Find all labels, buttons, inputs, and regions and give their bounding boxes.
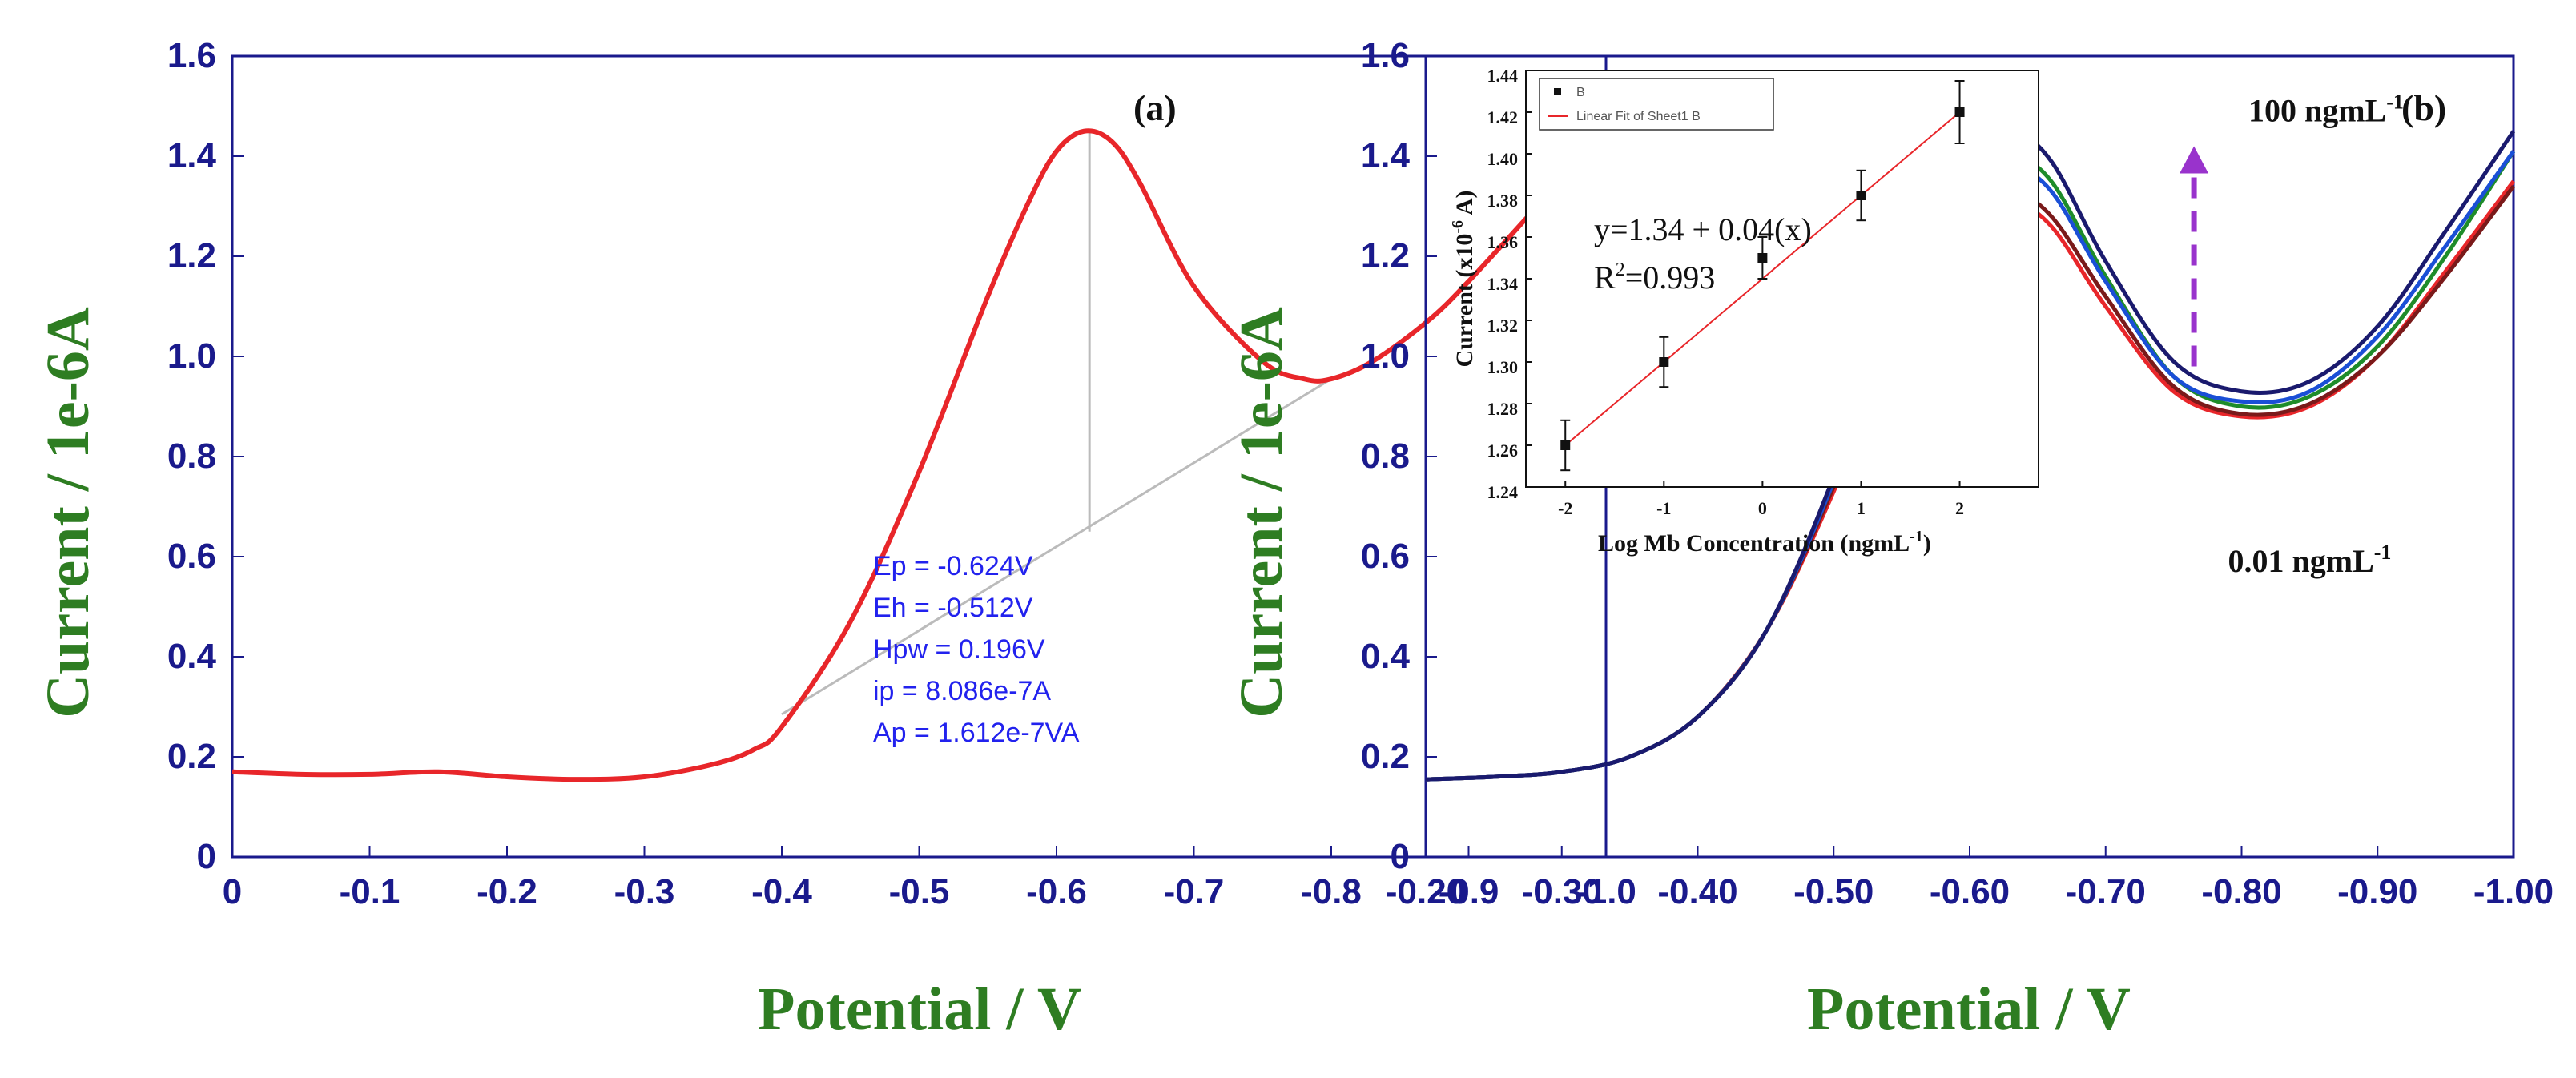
series-a <box>231 128 1608 782</box>
b-y-tick-label-7: 1.4 <box>1361 136 1411 175</box>
a-x-tick-label-10: -1.0 <box>1576 872 1636 911</box>
x-axis-title-b: Potential / V <box>1807 975 2131 1043</box>
series-line-a-0 <box>231 128 1608 782</box>
x-axis-title-a: Potential / V <box>758 975 1081 1043</box>
b-x-tick-label-3: -0.50 <box>1793 872 1874 911</box>
inset-equation: y=1.34 + 0.04(x) <box>1594 211 1812 247</box>
inset-x-tick-label-1: -1 <box>1656 498 1671 518</box>
inset-x-tick-label-0: -2 <box>1558 498 1572 518</box>
inset-y-tick-label-6: 1.36 <box>1487 232 1519 252</box>
arrow-head <box>2180 146 2209 174</box>
annotation-hpw: Hpw = 0.196V <box>873 634 1045 665</box>
inset-y-tick-label-10: 1.44 <box>1487 66 1519 86</box>
ticks-b: -0.20 -0.30 -0.40 -0.50 -0.60 -0.70 -0.80 -0.90… <box>1361 36 2554 911</box>
inset-ticks: -2 -1 0 1 2 1.24 1.26 1.28 1.30 1.32 1.34 1.36 1.38 1… <box>1487 66 1965 518</box>
b-x-tick-label-4: -0.60 <box>1930 872 2010 911</box>
a-y-tick-label-7: 1.4 <box>167 136 217 175</box>
inset-calibration-plot: -2 -1 0 1 2 1.24 1.26 1.28 1.30 1.32 1.34 1.36 1.38 1… <box>1449 66 2039 557</box>
inset-point-0 <box>1560 440 1571 450</box>
a-y-tick-label-6: 1.2 <box>167 236 216 276</box>
inset-x-axis-title: Log Mb Concentration (ngmL-1) <box>1598 528 1931 557</box>
b-y-tick-label-6: 1.2 <box>1361 236 1410 276</box>
baseline-line <box>781 377 1332 716</box>
inset-y-tick-label-7: 1.38 <box>1487 191 1519 211</box>
inset-point-4 <box>1954 107 1965 117</box>
a-y-tick-label-2: 0.4 <box>167 637 217 676</box>
b-x-tick-label-8: -1.00 <box>2473 872 2554 911</box>
inset-x-tick-label-3: 1 <box>1857 498 1866 518</box>
legend-marker-square <box>1554 88 1561 95</box>
a-y-tick-label-1: 0.2 <box>167 737 216 776</box>
inset-legend-box <box>1539 78 1774 131</box>
inset-y-tick-label-8: 1.40 <box>1487 149 1519 169</box>
panel-a: Current / 1e-6A 0 -0.1 -0.2 -0.3 -0.4 -0.5 -0.… <box>34 36 1636 1043</box>
b-x-tick-label-6: -0.80 <box>2201 872 2281 911</box>
b-y-tick-label-8: 1.6 <box>1361 36 1410 75</box>
inset-y-tick-label-2: 1.28 <box>1487 399 1519 419</box>
b-y-tick-label-0: 0 <box>1391 837 1410 876</box>
b-y-tick-label-2: 0.4 <box>1361 637 1411 676</box>
inset-r-squared: R2=0.993 <box>1594 259 1715 296</box>
annotation-ep: Ep = -0.624V <box>873 551 1033 581</box>
a-y-tick-label-5: 1.0 <box>167 336 216 376</box>
inset-x-tick-label-4: 2 <box>1955 498 1964 518</box>
legend-entry-b: B <box>1576 86 1585 99</box>
peak-annotations: Ep = -0.624V Eh = -0.512V Hpw = 0.196V i… <box>873 551 1080 748</box>
inset-point-1 <box>1659 357 1669 367</box>
y-axis-title-a: Current / 1e-6A <box>34 307 102 718</box>
a-x-tick-label-9: -0.9 <box>1439 872 1499 911</box>
y-axis-title-b: Current / 1e-6A <box>1228 307 1295 718</box>
legend-entry-fit: Linear Fit of Sheet1 B <box>1576 110 1701 123</box>
a-y-tick-label-8: 1.6 <box>167 36 216 75</box>
b-x-tick-label-1: -0.30 <box>1522 872 1602 911</box>
b-y-tick-label-4: 0.8 <box>1361 436 1410 476</box>
a-y-tick-label-0: 0 <box>197 837 216 876</box>
b-x-tick-label-2: -0.40 <box>1657 872 1737 911</box>
inset-y-tick-label-3: 1.30 <box>1487 357 1519 377</box>
inset-y-tick-label-5: 1.34 <box>1487 274 1519 294</box>
inset-point-3 <box>1856 191 1866 200</box>
b-x-tick-label-7: -0.90 <box>2337 872 2417 911</box>
baseline-construction-a <box>781 131 1332 716</box>
annotation-ap: Ap = 1.612e-7VA <box>873 718 1080 748</box>
b-y-tick-label-3: 0.6 <box>1361 537 1410 576</box>
label-001-ngml: 0.01 ngmL-1 <box>2228 541 2392 579</box>
inset-y-tick-label-0: 1.24 <box>1487 482 1519 502</box>
inset-y-tick-label-1: 1.26 <box>1487 440 1519 461</box>
b-y-tick-label-5: 1.0 <box>1361 336 1410 376</box>
a-x-tick-label-1: -0.1 <box>340 872 400 911</box>
a-x-tick-label-0: 0 <box>223 872 242 911</box>
annotation-ip: ip = 8.086e-7A <box>873 676 1051 706</box>
a-x-tick-label-3: -0.3 <box>614 872 675 911</box>
b-y-tick-label-1: 0.2 <box>1361 737 1410 776</box>
a-x-tick-label-8: -0.8 <box>1301 872 1362 911</box>
inset-y-tick-label-4: 1.32 <box>1487 316 1519 336</box>
inset-legend: B Linear Fit of Sheet1 B <box>1539 78 1774 131</box>
a-x-tick-label-2: -0.2 <box>477 872 537 911</box>
a-x-tick-label-5: -0.5 <box>889 872 950 911</box>
panel-label-a: (a) <box>1133 87 1177 128</box>
a-x-tick-label-4: -0.4 <box>751 872 812 911</box>
label-100-ngml: 100 ngmL-1 <box>2248 90 2404 128</box>
a-y-tick-label-4: 0.8 <box>167 436 216 476</box>
inset-x-tick-label-2: 0 <box>1758 498 1767 518</box>
b-x-tick-label-0: -0.20 <box>1386 872 1466 911</box>
inset-y-tick-label-9: 1.42 <box>1487 107 1519 127</box>
panel-label-b: (b) <box>2401 87 2446 128</box>
ticks-a: 0 -0.1 -0.2 -0.3 -0.4 -0.5 -0.6 -0.7 -0.8 -0.9 -1.… <box>167 36 1636 911</box>
inset-point-2 <box>1757 253 1768 263</box>
concentration-arrow <box>2180 146 2209 367</box>
a-y-tick-label-3: 0.6 <box>167 537 216 576</box>
a-x-tick-label-7: -0.7 <box>1164 872 1225 911</box>
panel-b: Current / 1e-6A -0.20 -0.30 -0.40 -0.50 -0.6… <box>1228 36 2554 1043</box>
a-x-tick-label-6: -0.6 <box>1026 872 1087 911</box>
b-x-tick-label-5: -0.70 <box>2066 872 2146 911</box>
inset-frame <box>1525 70 2039 488</box>
inset-data <box>1560 80 1965 472</box>
annotation-eh: Eh = -0.512V <box>873 593 1033 623</box>
inset-y-axis-title: Current (x10-6 A) <box>1449 190 1478 367</box>
